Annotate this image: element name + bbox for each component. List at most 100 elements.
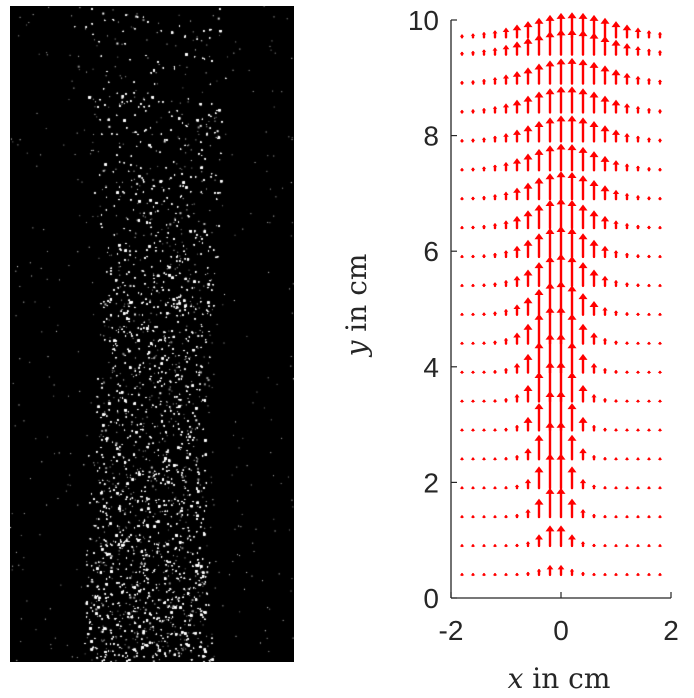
velocity-arrow-head	[459, 399, 465, 402]
velocity-arrow	[545, 145, 555, 172]
velocity-arrow-head	[525, 508, 531, 513]
velocity-arrow	[589, 91, 599, 114]
velocity-arrow	[635, 224, 641, 230]
velocity-arrow-head	[503, 427, 509, 431]
velocity-arrow-head	[512, 158, 522, 164]
velocity-arrow	[567, 498, 577, 519]
velocity-arrow-head	[611, 39, 621, 46]
velocity-arrow	[459, 254, 465, 259]
velocity-arrow	[545, 14, 555, 39]
velocity-arrow-head	[503, 485, 509, 489]
velocity-arrow	[578, 175, 588, 201]
velocity-arrow	[556, 198, 566, 230]
velocity-arrow-head	[591, 454, 597, 458]
velocity-arrow-head	[459, 80, 465, 84]
velocity-arrow-head	[481, 78, 487, 82]
velocity-arrow-head	[525, 571, 531, 575]
velocity-arrow	[534, 342, 544, 374]
velocity-arrow	[556, 143, 566, 172]
velocity-arrow-head	[470, 486, 476, 489]
velocity-arrow	[503, 250, 509, 259]
velocity-arrow-head	[613, 340, 619, 343]
velocity-arrow	[578, 262, 588, 288]
velocity-arrow-head	[556, 198, 566, 205]
velocity-arrow	[481, 428, 487, 432]
velocity-arrow-head	[481, 399, 487, 402]
velocity-arrow	[600, 65, 610, 85]
velocity-arrow-head	[492, 105, 498, 109]
velocity-arrow	[613, 279, 619, 288]
velocity-arrow	[580, 508, 586, 519]
velocity-arrow-head	[492, 164, 498, 168]
velocity-arrow	[470, 486, 476, 490]
velocity-arrow-head	[492, 572, 498, 576]
particle-image-canvas	[10, 6, 294, 662]
velocity-arrow-head	[646, 486, 652, 489]
velocity-arrow	[567, 434, 577, 461]
velocity-arrow-head	[481, 515, 487, 518]
velocity-arrow-head	[523, 297, 533, 304]
velocity-arrow	[657, 428, 663, 432]
velocity-arrow-head	[481, 195, 487, 199]
velocity-arrow-head	[503, 133, 509, 137]
velocity-arrow-head	[557, 564, 565, 570]
velocity-arrow-head	[635, 341, 641, 345]
velocity-arrow-head	[481, 370, 487, 373]
velocity-arrow	[481, 107, 487, 114]
velocity-arrow	[591, 424, 597, 432]
velocity-arrow	[523, 37, 533, 56]
velocity-arrow	[481, 283, 487, 288]
velocity-arrow	[545, 117, 555, 143]
velocity-arrow-head	[657, 486, 663, 489]
velocity-arrow-head	[492, 543, 498, 547]
velocity-arrow-head	[646, 48, 652, 52]
velocity-arrow	[534, 403, 544, 432]
velocity-arrow-head	[534, 177, 544, 184]
velocity-arrow-head	[611, 129, 621, 135]
velocity-arrow-head	[624, 192, 630, 196]
velocity-arrow	[524, 478, 532, 490]
velocity-arrow-head	[624, 163, 630, 167]
velocity-arrow	[523, 297, 533, 316]
velocity-arrow-head	[534, 498, 544, 505]
velocity-arrow-head	[481, 166, 487, 169]
velocity-arrow	[459, 283, 465, 288]
velocity-arrow	[567, 313, 577, 345]
velocity-arrow	[657, 457, 663, 461]
velocity-arrow	[567, 285, 577, 316]
velocity-arrow	[646, 457, 652, 461]
velocity-arrow	[470, 225, 476, 230]
velocity-arrow	[492, 515, 498, 519]
velocity-arrow-head	[635, 370, 641, 374]
velocity-arrow	[635, 312, 641, 316]
velocity-arrow	[503, 456, 509, 461]
velocity-arrow-head	[657, 138, 663, 141]
velocity-arrow	[512, 215, 522, 230]
velocity-arrow	[578, 353, 588, 374]
velocity-arrow	[567, 199, 577, 230]
velocity-arrow	[602, 485, 608, 490]
velocity-arrow	[635, 515, 641, 519]
velocity-arrow	[589, 151, 599, 172]
velocity-arrow-head	[492, 194, 498, 197]
velocity-arrow	[545, 228, 555, 259]
velocity-arrow	[492, 543, 498, 548]
velocity-arrow-head	[634, 27, 642, 32]
velocity-arrow-head	[635, 283, 641, 286]
velocity-arrow-head	[657, 283, 663, 287]
velocity-arrow	[492, 340, 498, 345]
velocity-arrow-head	[470, 254, 476, 258]
velocity-arrow	[624, 223, 630, 230]
velocity-arrow-head	[635, 135, 641, 139]
velocity-arrow	[534, 120, 544, 143]
velocity-arrow	[591, 484, 597, 490]
velocity-arrow	[580, 571, 586, 577]
velocity-arrow	[624, 341, 630, 345]
velocity-arrow	[624, 252, 630, 259]
velocity-arrow	[492, 282, 498, 288]
velocity-arrow	[578, 204, 588, 230]
velocity-arrow	[646, 572, 652, 577]
velocity-arrow	[613, 310, 619, 316]
velocity-arrow-head	[514, 513, 520, 517]
velocity-arrow-head	[578, 384, 588, 391]
